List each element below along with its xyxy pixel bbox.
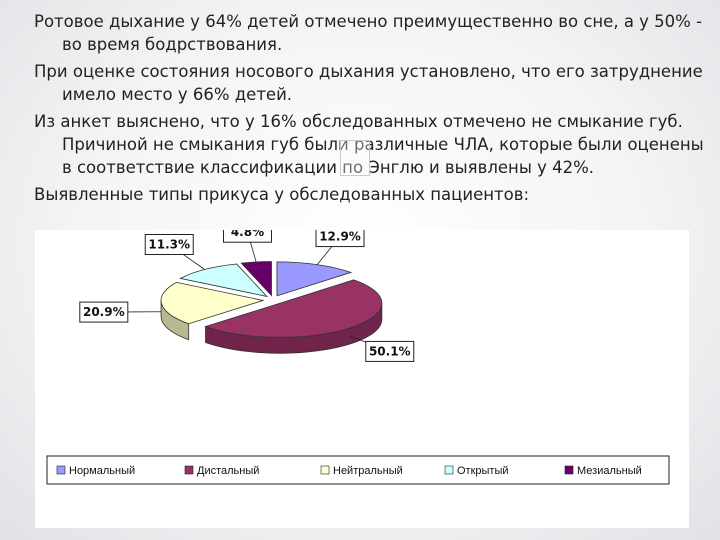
paragraph-nasal-breathing: При оценке состояния носового дыхания ус… bbox=[34, 62, 703, 104]
legend-swatch-2 bbox=[184, 465, 194, 475]
legend-label-1: Нормальный bbox=[69, 465, 135, 477]
data-label-1: 12.9% bbox=[319, 230, 361, 244]
data-label-box-5 bbox=[222, 230, 272, 243]
pie-chart-svg: 12.9% 50.1% 20.9% 11.3% 4.8% Нормальный Дистал… bbox=[46, 230, 670, 485]
data-label-3: 20.9% bbox=[83, 305, 125, 319]
legend-label-2: Дистальный bbox=[197, 465, 259, 477]
legend-label-5: Мезиальный bbox=[577, 465, 642, 477]
slice-5 bbox=[240, 261, 272, 297]
paragraph-lip-closure: Из анкет выяснено, что у 16% обследованн… bbox=[34, 112, 704, 177]
legend-label-3: Нейтральный bbox=[333, 465, 403, 477]
paragraph-bite-types: Выявленные типы прикуса у обследованных … bbox=[34, 185, 530, 204]
content-placeholder-icon bbox=[340, 140, 370, 176]
slice-2 bbox=[204, 279, 383, 338]
slide-text: Ротовое дыхание у 64% детей отмечено пре… bbox=[34, 10, 704, 210]
data-label-box-1 bbox=[315, 230, 365, 248]
data-label-box-2 bbox=[365, 340, 415, 362]
legend-swatch-3 bbox=[320, 465, 330, 475]
data-label-box-3 bbox=[79, 301, 129, 323]
legend-swatch-4 bbox=[444, 465, 454, 475]
legend-swatch-1 bbox=[56, 465, 66, 475]
legend-label-4: Открытый bbox=[457, 465, 509, 477]
data-label-5: 4.8% bbox=[231, 230, 264, 239]
paragraph-mouth-breathing: Ротовое дыхание у 64% детей отмечено пре… bbox=[34, 12, 703, 54]
bite-type-chart: 12.9% 50.1% 20.9% 11.3% 4.8% Нормальный Дистал… bbox=[35, 230, 689, 528]
legend-swatch-5 bbox=[564, 465, 574, 475]
slice-1 bbox=[276, 261, 353, 297]
slice-3 bbox=[160, 281, 265, 325]
slice-4 bbox=[179, 263, 269, 298]
data-label-2: 50.1% bbox=[369, 344, 411, 358]
data-label-box-4 bbox=[144, 233, 194, 255]
data-label-4: 11.3% bbox=[148, 237, 190, 251]
